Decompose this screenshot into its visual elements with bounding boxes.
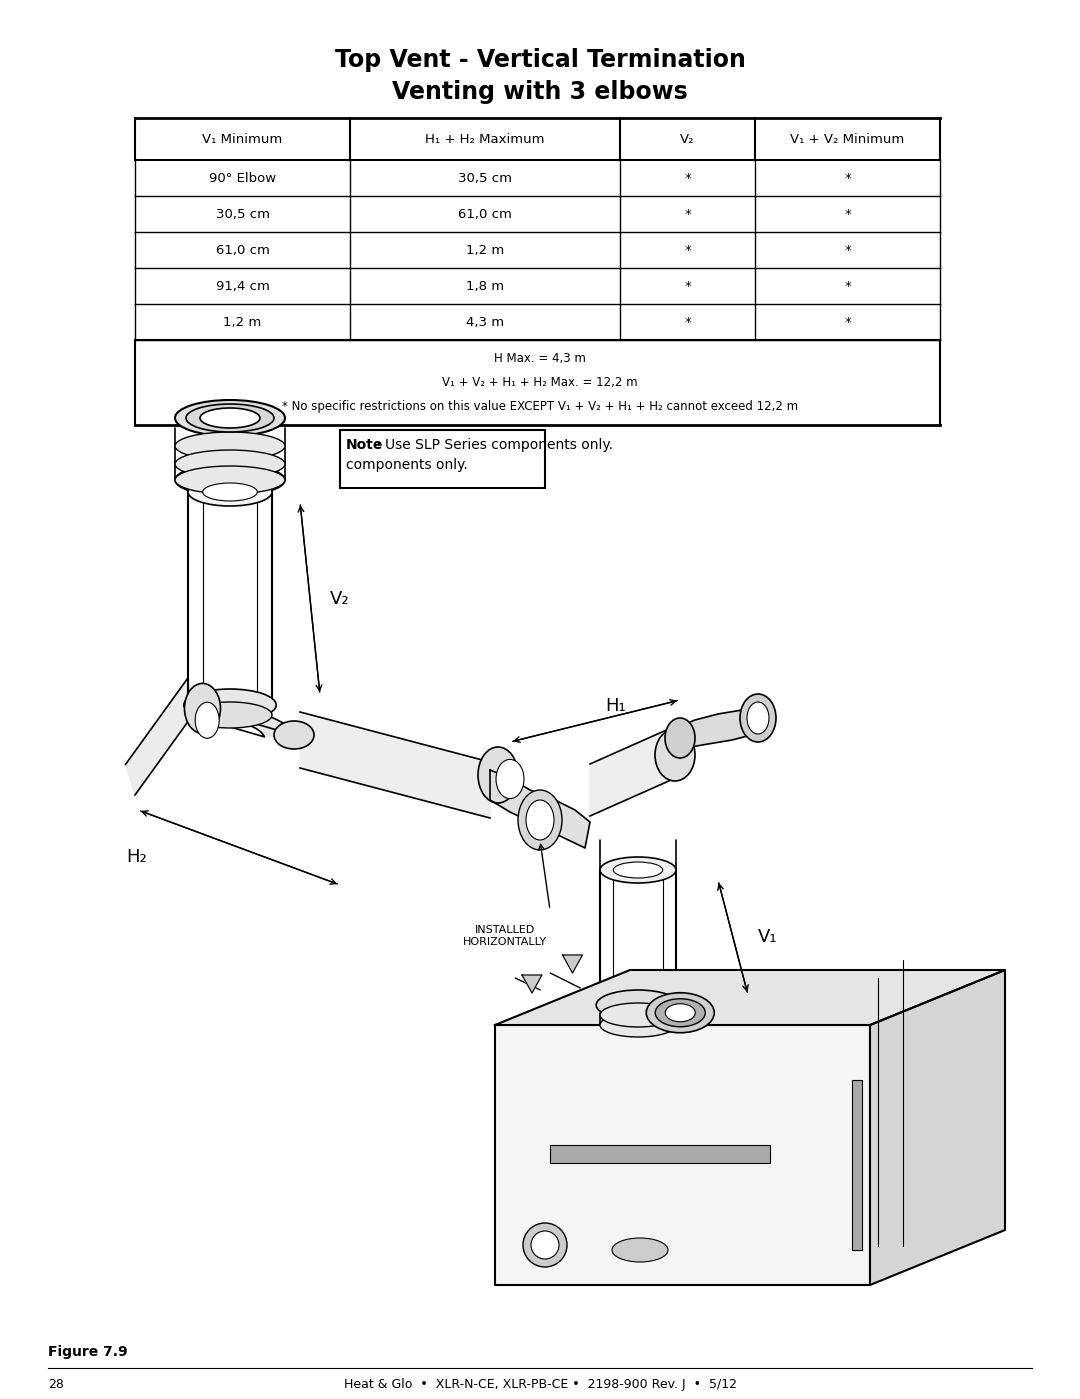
Text: 91,4 cm: 91,4 cm	[216, 280, 269, 292]
Ellipse shape	[747, 702, 769, 734]
Text: 90° Elbow: 90° Elbow	[208, 172, 276, 185]
Polygon shape	[522, 975, 542, 993]
Ellipse shape	[612, 1238, 669, 1262]
Text: components only.: components only.	[346, 457, 468, 471]
Text: V₂: V₂	[330, 589, 350, 607]
Ellipse shape	[600, 1003, 676, 1027]
Polygon shape	[675, 711, 762, 748]
Bar	[340, 429, 545, 488]
Ellipse shape	[478, 747, 518, 803]
Ellipse shape	[600, 858, 676, 883]
Polygon shape	[202, 708, 294, 737]
Text: H₁ + H₂ Maximum: H₁ + H₂ Maximum	[426, 133, 544, 145]
Text: H Max. = 4,3 m: H Max. = 4,3 m	[494, 351, 586, 365]
Ellipse shape	[175, 400, 285, 436]
Text: Figure 7.9: Figure 7.9	[48, 1344, 127, 1358]
Ellipse shape	[613, 862, 663, 879]
Polygon shape	[870, 970, 1005, 1286]
Ellipse shape	[665, 718, 696, 758]
Polygon shape	[495, 970, 1005, 1025]
Ellipse shape	[175, 466, 285, 494]
Text: Venting with 3 elbows: Venting with 3 elbows	[392, 80, 688, 104]
Text: *: *	[845, 316, 851, 329]
Text: H₁: H₁	[605, 697, 625, 715]
Polygon shape	[125, 679, 198, 795]
Text: *: *	[845, 280, 851, 292]
Text: 1,2 m: 1,2 m	[224, 316, 261, 329]
Text: Heat & Glo  •  XLR-N-CE, XLR-PB-CE •  2198-900 Rev. J  •  5/12: Heat & Glo • XLR-N-CE, XLR-PB-CE • 2198-…	[343, 1378, 737, 1391]
Text: V₁ + V₂ + H₁ + H₂ Max. = 12,2 m: V₁ + V₂ + H₁ + H₂ Max. = 12,2 m	[442, 375, 638, 389]
Text: H₂: H₂	[126, 848, 147, 866]
Polygon shape	[495, 1025, 870, 1286]
Text: 1,2 m: 1,2 m	[465, 243, 504, 256]
Ellipse shape	[188, 478, 272, 506]
Polygon shape	[300, 712, 490, 818]
Ellipse shape	[654, 729, 696, 781]
Polygon shape	[590, 725, 680, 816]
Ellipse shape	[195, 702, 219, 739]
Text: Top Vent - Vertical Termination: Top Vent - Vertical Termination	[335, 48, 745, 71]
Text: INSTALLED
HORIZONTALLY: INSTALLED HORIZONTALLY	[463, 925, 548, 947]
Text: 30,5 cm: 30,5 cm	[216, 207, 270, 221]
Ellipse shape	[665, 1003, 696, 1021]
Ellipse shape	[186, 404, 274, 432]
Ellipse shape	[175, 450, 285, 478]
Ellipse shape	[531, 1231, 559, 1259]
Ellipse shape	[596, 990, 679, 1020]
Text: * No specific restrictions on this value EXCEPT V₁ + V₂ + H₁ + H₂ cannot exceed : * No specific restrictions on this value…	[282, 400, 798, 413]
Ellipse shape	[184, 688, 276, 720]
Text: *: *	[684, 172, 691, 185]
Ellipse shape	[740, 694, 777, 741]
Text: V₂: V₂	[680, 133, 694, 145]
Ellipse shape	[274, 720, 314, 748]
Ellipse shape	[646, 993, 714, 1032]
Text: 28: 28	[48, 1378, 64, 1391]
Ellipse shape	[526, 800, 554, 839]
Ellipse shape	[496, 760, 524, 799]
Ellipse shape	[200, 409, 260, 428]
Text: *: *	[845, 243, 851, 256]
Ellipse shape	[523, 1223, 567, 1267]
Text: : Use SLP Series components only.: : Use SLP Series components only.	[376, 438, 613, 452]
Polygon shape	[490, 769, 590, 848]
Ellipse shape	[203, 483, 257, 501]
Text: Note: Note	[346, 438, 383, 452]
Ellipse shape	[518, 790, 562, 851]
Ellipse shape	[656, 999, 705, 1027]
Text: 61,0 cm: 61,0 cm	[216, 243, 269, 256]
Text: *: *	[845, 172, 851, 185]
Text: V₁ + V₂ Minimum: V₁ + V₂ Minimum	[791, 133, 905, 145]
Text: 1,8 m: 1,8 m	[465, 280, 504, 292]
Text: 30,5 cm: 30,5 cm	[458, 172, 512, 185]
Ellipse shape	[175, 464, 285, 497]
Ellipse shape	[175, 432, 285, 460]
Ellipse shape	[188, 702, 272, 727]
Text: *: *	[684, 280, 691, 292]
Text: V₁: V₁	[758, 928, 778, 946]
Bar	[550, 1144, 770, 1163]
Text: V₁ Minimum: V₁ Minimum	[202, 133, 283, 145]
Text: 4,3 m: 4,3 m	[465, 316, 504, 329]
Text: *: *	[845, 207, 851, 221]
Text: 61,0 cm: 61,0 cm	[458, 207, 512, 221]
Ellipse shape	[185, 683, 220, 733]
Bar	[852, 1080, 862, 1249]
Polygon shape	[563, 956, 582, 972]
Text: *: *	[684, 316, 691, 329]
Text: *: *	[684, 207, 691, 221]
Text: *: *	[684, 243, 691, 256]
Ellipse shape	[600, 1013, 676, 1037]
